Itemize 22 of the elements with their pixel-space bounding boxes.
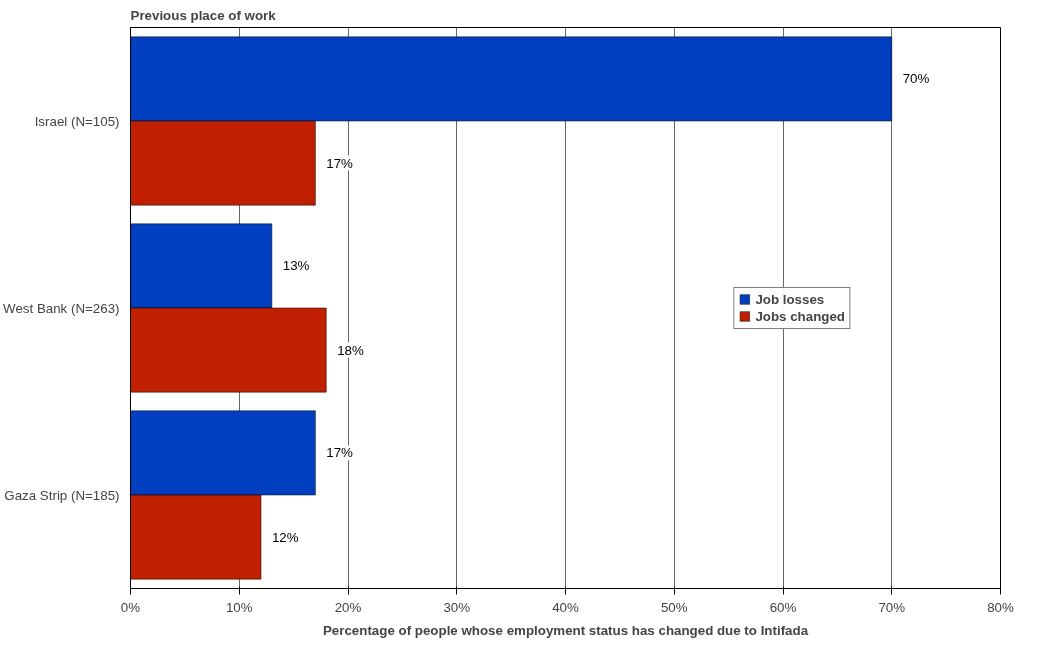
x-tick-label: 80% — [987, 599, 1014, 615]
data-label: 17% — [326, 445, 354, 461]
legend-label: Jobs changed — [755, 308, 845, 324]
y-tick-label: West Bank (N=263) — [3, 300, 120, 316]
data-label: 17% — [326, 155, 354, 171]
legend-label: Job losses — [755, 291, 825, 307]
y-tick-label: Israel (N=105) — [34, 113, 120, 129]
data-label: 70% — [902, 71, 930, 87]
chart-title: Previous place of work — [130, 7, 277, 23]
x-tick-label: 20% — [334, 599, 362, 615]
x-tick-label: 50% — [660, 599, 688, 615]
x-tick-label: 60% — [769, 599, 797, 615]
x-tick-label: 30% — [443, 599, 471, 615]
data-label: 13% — [282, 258, 310, 274]
x-axis-title: Percentage of people whose employment status has changed due to Intifada — [322, 622, 809, 638]
data-label: 18% — [337, 342, 364, 358]
x-tick-label: 0% — [120, 599, 141, 615]
x-tick-label: 40% — [552, 599, 579, 615]
y-tick-label: Gaza Strip (N=185) — [4, 487, 120, 503]
x-tick-label: 70% — [878, 599, 906, 615]
x-tick-label: 10% — [225, 599, 253, 615]
data-label: 12% — [271, 529, 299, 545]
